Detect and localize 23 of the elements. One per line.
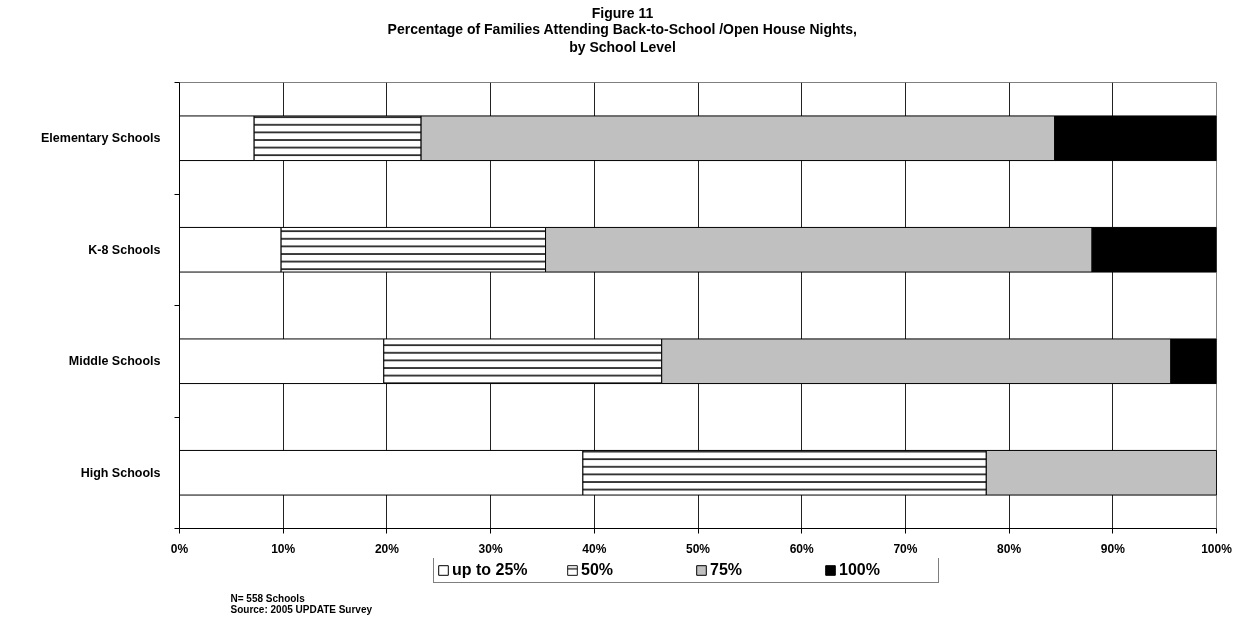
text: N= 558 Schools (230, 592, 306, 604)
y-tick-label: High Schools (80, 465, 161, 480)
source-note: Source: 2005 UPDATE Survey (230, 603, 373, 615)
x-tick-label: 50% (685, 541, 711, 556)
y-tick-label: K-8 Schools (88, 242, 161, 257)
legend-label: 50% (581, 561, 615, 579)
x-tick-label: 40% (582, 541, 607, 556)
x-tick-label: 80% (997, 541, 1022, 556)
x-tick-label: 30% (478, 541, 503, 556)
y-tick-label: Middle Schools (68, 354, 161, 369)
x-tick-label: 100% (1201, 541, 1233, 556)
x-tick-label: 10% (271, 541, 296, 556)
chart-title: Figure 11 (591, 4, 654, 21)
legend-label: up to 25% (452, 561, 529, 579)
x-tick-label: 20% (374, 541, 400, 556)
x-tick-label: 60% (789, 541, 815, 556)
legend-label: 75% (710, 561, 744, 579)
x-tick-label: 0% (170, 541, 189, 556)
x-tick-label: 90% (1100, 541, 1126, 556)
chart-subtitle: Percentage of Families Attending Back-to-School /Open House Nights, by School Level (387, 20, 857, 56)
y-tick-label: Elementary Schools (41, 131, 161, 146)
x-tick-label: 70% (893, 541, 918, 556)
legend-label: 100% (839, 561, 881, 579)
